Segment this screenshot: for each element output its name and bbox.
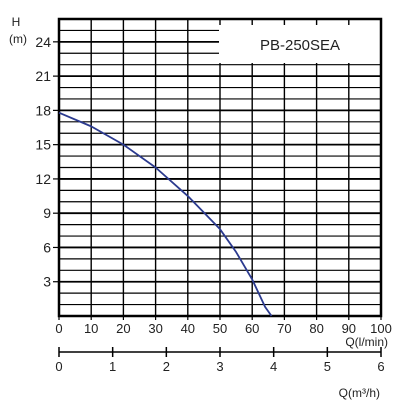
- pump-curve-series: [58, 111, 273, 317]
- x-tick-label: 100: [370, 321, 392, 336]
- y-axis-ticks: 3 6 9 12 15 18 21 24: [35, 34, 59, 290]
- x-axis-label-lpm: Q(l/min): [345, 335, 388, 349]
- x-tick-label: 60: [245, 321, 259, 336]
- y-tick-label: 18: [35, 102, 51, 118]
- y-tick-label: 24: [35, 34, 51, 50]
- y-axis-label-unit: (m): [9, 32, 27, 46]
- y-tick-label: 6: [43, 239, 51, 255]
- y-tick-label: 21: [35, 68, 51, 84]
- title-box: [219, 25, 381, 63]
- y-tick-label: 12: [35, 171, 51, 187]
- x-tick-label: 40: [181, 321, 195, 336]
- x2-tick-label: 3: [216, 359, 223, 374]
- curve-layer: [58, 111, 273, 317]
- x2-tick-label: 0: [55, 359, 62, 374]
- x-tick-label: 0: [55, 321, 62, 336]
- y-tick-label: 9: [43, 205, 51, 221]
- chart-title: PB-250SEA: [260, 37, 340, 54]
- x-axis-ticks-m3h: 0 1 2 3 4 5 6: [55, 347, 385, 374]
- x-tick-label: 50: [213, 321, 227, 336]
- x-tick-label: 20: [116, 321, 130, 336]
- grid-lines: [59, 19, 381, 316]
- x2-tick-label: 1: [109, 359, 116, 374]
- x-tick-label: 30: [148, 321, 162, 336]
- y-tick-label: 3: [43, 274, 51, 290]
- y-axis-label-h: H: [12, 15, 21, 29]
- x-tick-label: 70: [277, 321, 291, 336]
- y-tick-label: 15: [35, 137, 51, 153]
- x-tick-label: 90: [342, 321, 356, 336]
- x2-tick-label: 4: [270, 359, 277, 374]
- x-tick-label: 10: [84, 321, 98, 336]
- x-tick-label: 80: [309, 321, 323, 336]
- x2-tick-label: 5: [324, 359, 331, 374]
- x-axis-label-m3h: Q(m³/h): [339, 386, 380, 400]
- x-axis-ticks-lpm: 0 10 20 30 40 50 60 70 80 90 100: [55, 316, 392, 336]
- x2-tick-label: 2: [163, 359, 170, 374]
- x2-tick-label: 6: [377, 359, 384, 374]
